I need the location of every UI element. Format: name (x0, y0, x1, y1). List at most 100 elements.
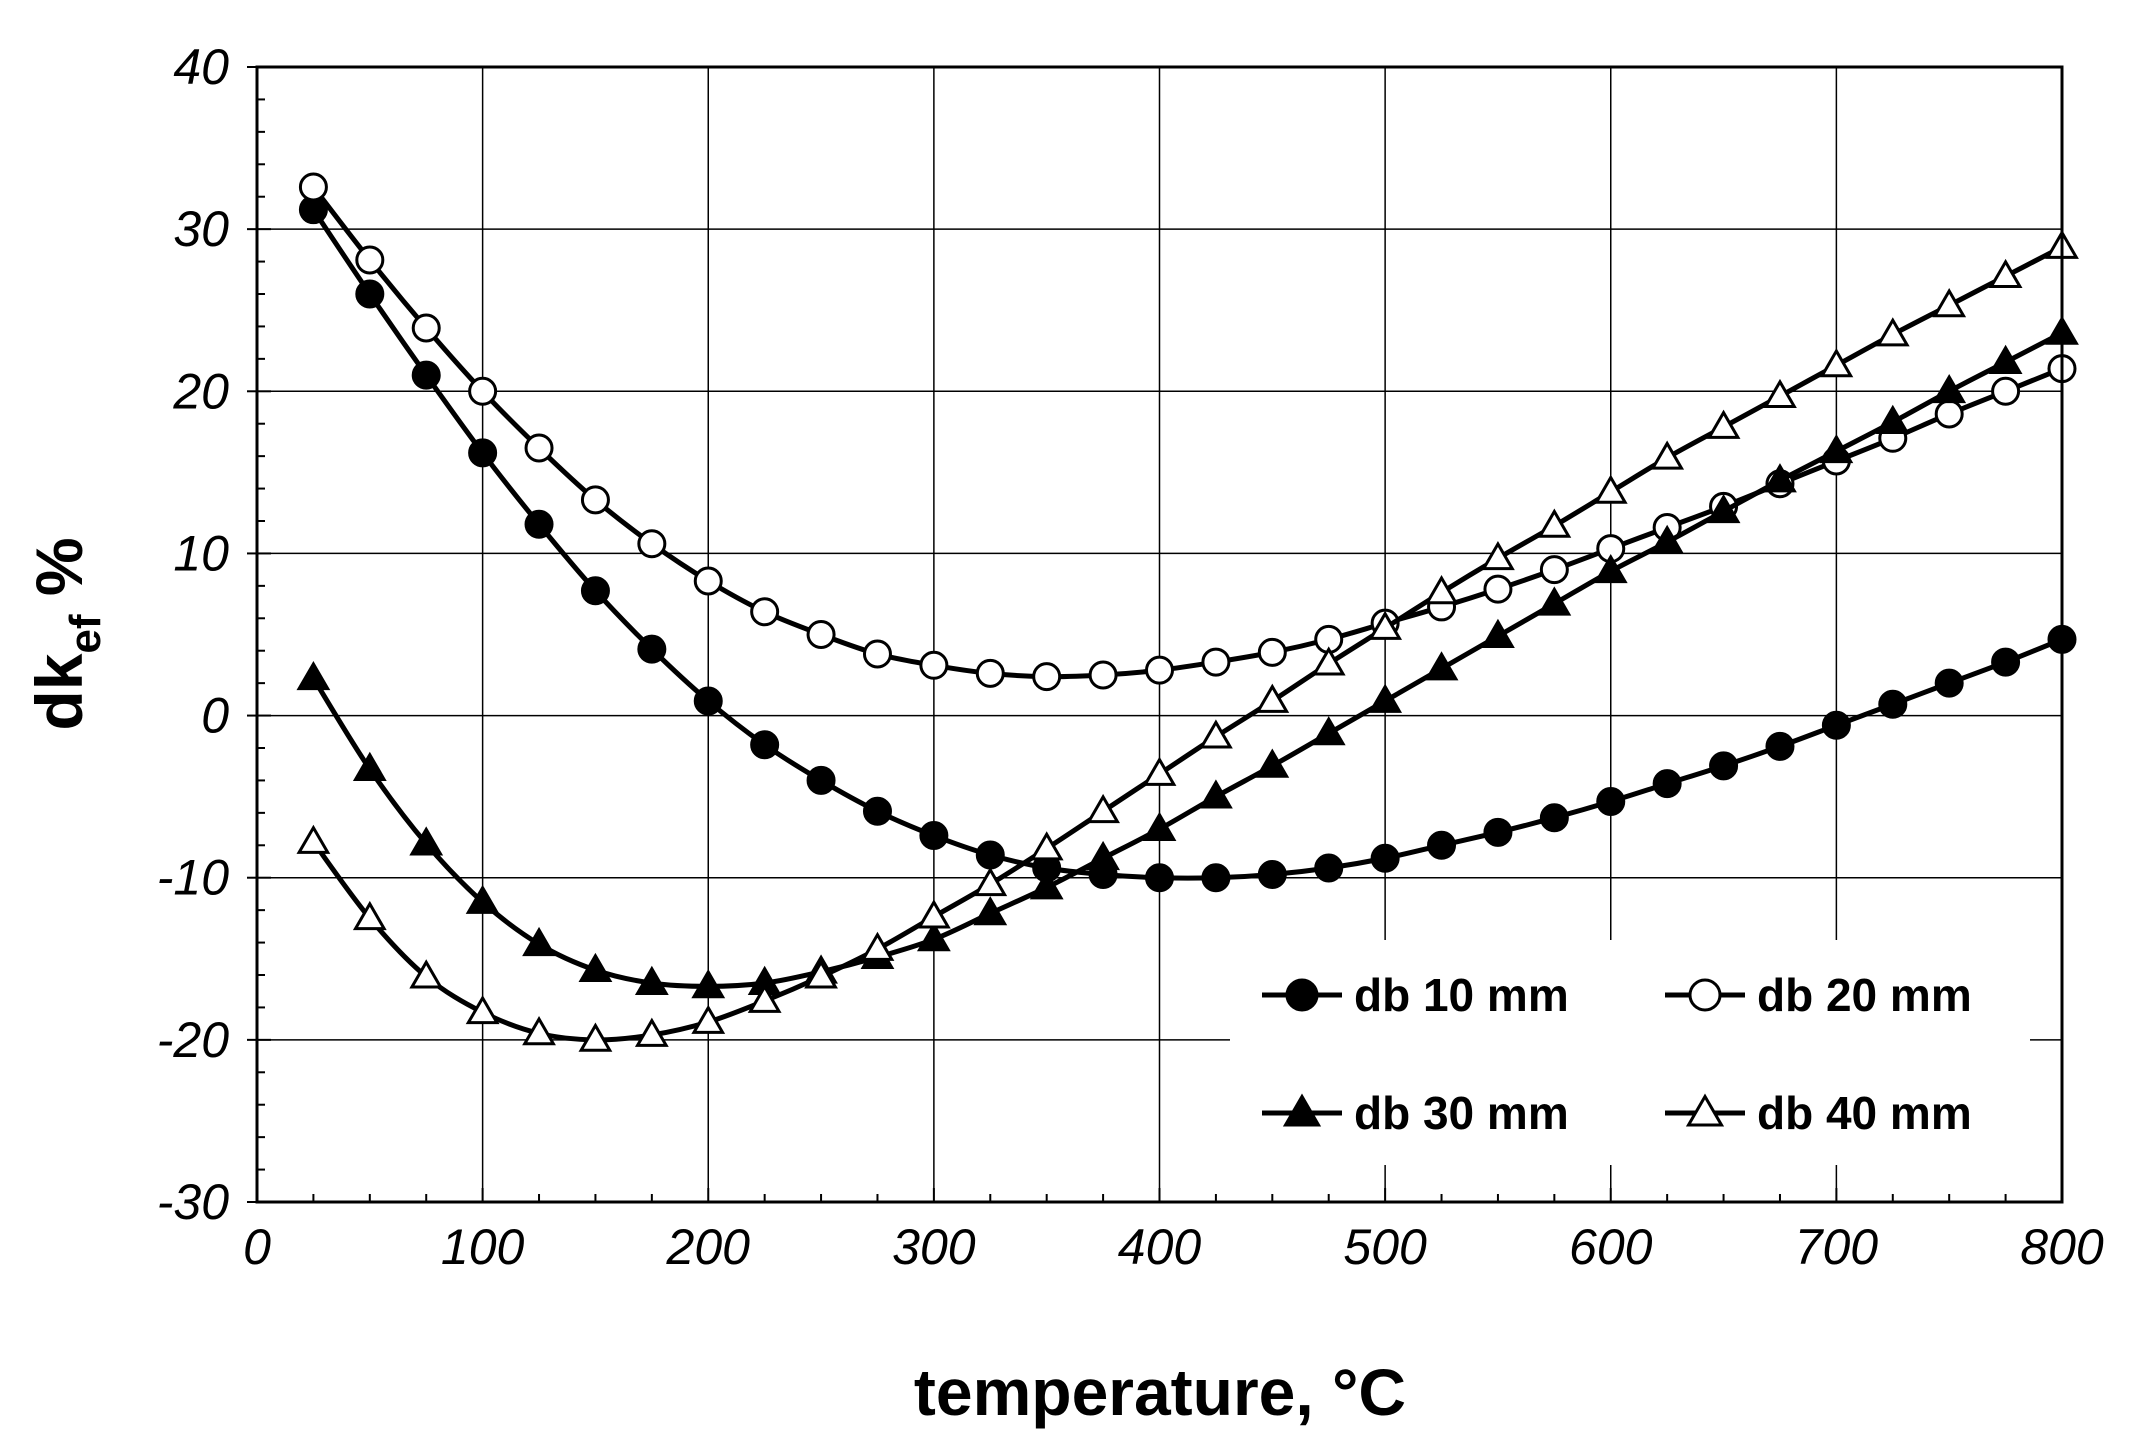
y-tick-label: 10 (173, 525, 229, 581)
data-point (862, 639, 892, 669)
data-point (1537, 508, 1572, 538)
data-point (578, 952, 613, 983)
y-axis-title-sub: ef (61, 614, 110, 653)
data-point (919, 821, 949, 851)
x-tick-label: 0 (243, 1219, 271, 1275)
data-point (637, 529, 667, 559)
data-point (1257, 637, 1287, 667)
data-point (296, 660, 331, 691)
data-point (691, 1004, 726, 1034)
data-point (1427, 830, 1457, 860)
data-point (1819, 433, 1854, 464)
data-point (1029, 831, 1064, 861)
data-point (1875, 317, 1910, 347)
data-point (637, 634, 667, 664)
legend-box (1230, 940, 2030, 1165)
legend-marker (1285, 978, 1319, 1012)
data-point (634, 965, 669, 995)
data-point (1142, 811, 1177, 841)
data-point (1199, 719, 1233, 749)
data-point (1593, 553, 1628, 584)
data-point (1819, 348, 1854, 378)
x-tick-label: 700 (1795, 1219, 1879, 1275)
data-point (1314, 853, 1344, 883)
data-point (1311, 716, 1346, 746)
data-point (1029, 870, 1064, 900)
x-tick-label: 500 (1343, 1219, 1427, 1275)
data-point (1142, 756, 1177, 786)
data-point (1763, 378, 1797, 409)
legend-label: db 20 mm (1757, 969, 1972, 1021)
data-point (1650, 440, 1685, 470)
data-point (1988, 344, 2023, 374)
data-point (465, 884, 500, 914)
data-point (1709, 751, 1739, 781)
data-point (975, 658, 1005, 688)
data-point (1706, 409, 1741, 439)
legend-marker (1685, 1093, 1725, 1127)
data-point (468, 438, 498, 468)
data-point (1878, 689, 1908, 719)
data-point (1481, 618, 1515, 648)
data-point (862, 796, 892, 826)
data-point (1706, 493, 1741, 524)
data-point (973, 896, 1008, 926)
y-axis-title: dkef % (22, 537, 110, 730)
series-line (311, 208, 2063, 881)
data-point (1483, 574, 1513, 604)
legend-item: db 40 mm (1665, 1087, 1972, 1139)
data-point (1932, 288, 1967, 318)
data-point (1086, 793, 1120, 824)
data-point (1255, 748, 1290, 778)
series-1 (298, 195, 2077, 893)
x-tick-label: 400 (1118, 1219, 1202, 1275)
data-point (691, 969, 726, 999)
legend-label: db 10 mm (1354, 969, 1569, 1021)
y-tick-label: 40 (173, 39, 229, 95)
data-point (1650, 524, 1685, 554)
data-point (409, 826, 444, 856)
data-point (693, 566, 723, 596)
data-point (578, 1022, 613, 1052)
y-tick-label: -20 (157, 1012, 229, 1068)
data-point (916, 922, 951, 952)
x-tick-label: 800 (2020, 1219, 2104, 1275)
data-point (1086, 840, 1120, 871)
data-point (1424, 575, 1459, 605)
x-axis-title: temperature, °C (914, 1355, 1406, 1429)
data-point (355, 279, 385, 309)
y-tick-label: -30 (157, 1174, 229, 1230)
data-point (750, 730, 780, 760)
data-point (1991, 647, 2021, 677)
series-3 (296, 315, 2079, 999)
data-point (1593, 474, 1628, 504)
data-point (580, 485, 610, 515)
data-point (352, 751, 387, 781)
data-point (1201, 647, 1231, 677)
data-point (1145, 863, 1174, 893)
legend-label: db 30 mm (1354, 1087, 1569, 1139)
data-point (1596, 787, 1626, 817)
data-point (860, 931, 895, 961)
y-tick-label: 20 (172, 363, 229, 419)
data-point (973, 866, 1008, 897)
series-line (311, 330, 2064, 989)
data-point (1821, 710, 1851, 740)
y-axis-title-suffix: % (22, 537, 96, 614)
data-point (1991, 376, 2021, 406)
data-point (975, 840, 1005, 870)
legend-item: db 30 mm (1262, 1087, 1569, 1139)
data-point (352, 900, 387, 931)
x-tick-label: 600 (1569, 1219, 1653, 1275)
data-point (522, 926, 556, 957)
data-point (409, 959, 444, 989)
data-point (634, 1017, 669, 1047)
data-point (806, 765, 836, 795)
data-point (747, 983, 782, 1013)
data-point (693, 686, 723, 716)
legend-label: db 40 mm (1757, 1087, 1972, 1139)
data-point (1199, 779, 1233, 809)
data-point (1934, 668, 1964, 698)
data-point (298, 172, 328, 202)
